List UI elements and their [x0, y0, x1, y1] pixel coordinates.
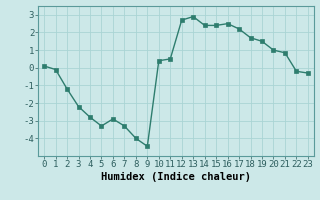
X-axis label: Humidex (Indice chaleur): Humidex (Indice chaleur)	[101, 172, 251, 182]
